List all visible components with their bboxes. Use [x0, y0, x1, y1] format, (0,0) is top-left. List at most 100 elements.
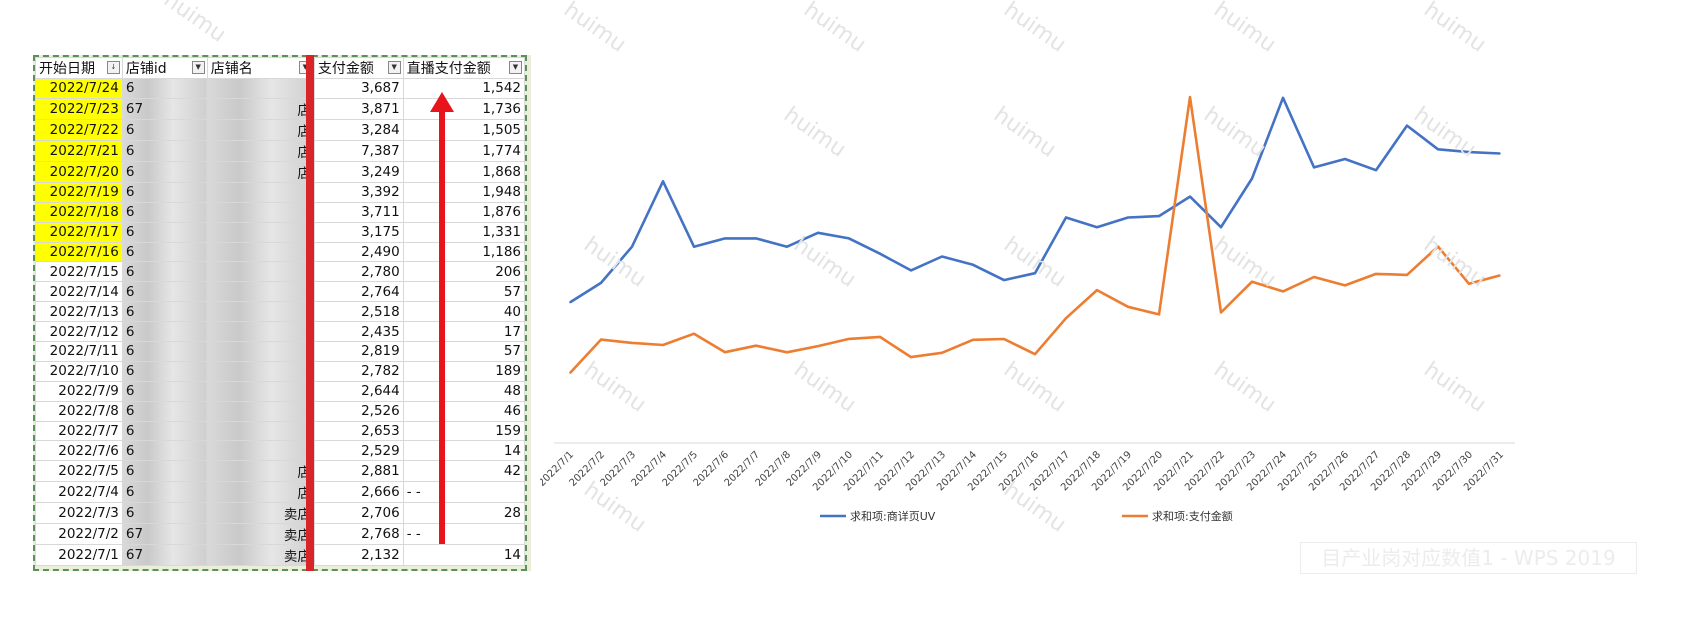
cell-date[interactable]: 2022/7/11: [35, 341, 123, 362]
cell-date[interactable]: 2022/7/6: [35, 440, 123, 462]
cell-pay-amount[interactable]: 2,518: [313, 301, 404, 323]
cell-shop-id[interactable]: 6: [121, 181, 208, 203]
cell-shop-id[interactable]: 6: [121, 460, 208, 483]
cell-live-pay-amount[interactable]: 14: [402, 544, 526, 567]
cell-shop-id[interactable]: 6: [121, 301, 208, 323]
cell-shop-id[interactable]: 6: [121, 481, 208, 504]
cell-pay-amount[interactable]: 2,653: [313, 420, 404, 442]
cell-pay-amount[interactable]: 2,768: [313, 523, 404, 546]
cell-date[interactable]: 2022/7/9: [35, 380, 123, 402]
cell-pay-amount[interactable]: 2,666: [313, 481, 404, 504]
cell-live-pay-amount[interactable]: 14: [402, 440, 526, 462]
cell-shop-name[interactable]: 卖店: [206, 544, 315, 567]
cell-shop-id[interactable]: 6: [121, 201, 208, 223]
cell-shop-id[interactable]: 6: [121, 78, 208, 99]
cell-live-pay-amount[interactable]: 1,948: [402, 181, 526, 203]
cell-date[interactable]: 2022/7/7: [35, 420, 123, 442]
cell-live-pay-amount[interactable]: 1,868: [402, 160, 526, 183]
cell-date[interactable]: 2022/7/22: [35, 118, 123, 141]
cell-pay-amount[interactable]: 2,644: [313, 380, 404, 402]
cell-date[interactable]: 2022/7/4: [35, 481, 123, 504]
cell-date[interactable]: 2022/7/10: [35, 360, 123, 382]
cell-shop-name[interactable]: 店: [206, 160, 315, 183]
cell-live-pay-amount[interactable]: 1,186: [402, 241, 526, 263]
cell-shop-name[interactable]: 店: [206, 139, 315, 162]
cell-shop-id[interactable]: 6: [121, 139, 208, 162]
cell-shop-id[interactable]: 6: [121, 321, 208, 343]
cell-pay-amount[interactable]: 2,490: [313, 241, 404, 263]
cell-live-pay-amount[interactable]: 57: [402, 341, 526, 362]
cell-live-pay-amount[interactable]: 1,876: [402, 201, 526, 223]
cell-live-pay-amount[interactable]: 1,331: [402, 221, 526, 243]
cell-shop-name[interactable]: [206, 281, 315, 303]
cell-shop-name[interactable]: [206, 201, 315, 223]
cell-pay-amount[interactable]: 2,132: [313, 544, 404, 567]
cell-date[interactable]: 2022/7/2: [35, 523, 123, 546]
cell-live-pay-amount[interactable]: 28: [402, 502, 526, 525]
cell-shop-id[interactable]: 67: [121, 97, 208, 120]
cell-live-pay-amount[interactable]: 1,736: [402, 97, 526, 120]
filter-dropdown-icon[interactable]: ▼: [191, 61, 205, 74]
cell-shop-name[interactable]: [206, 341, 315, 362]
cell-shop-name[interactable]: [206, 440, 315, 462]
cell-shop-name[interactable]: 卖店: [206, 523, 315, 546]
cell-date[interactable]: 2022/7/15: [35, 261, 123, 283]
cell-live-pay-amount[interactable]: 46: [402, 400, 526, 422]
cell-live-pay-amount[interactable]: 40: [402, 301, 526, 323]
cell-date[interactable]: 2022/7/14: [35, 281, 123, 303]
cell-shop-name[interactable]: [206, 78, 315, 99]
cell-shop-id[interactable]: 6: [121, 420, 208, 442]
cell-date[interactable]: 2022/7/13: [35, 301, 123, 323]
cell-pay-amount[interactable]: 3,249: [313, 160, 404, 183]
cell-date[interactable]: 2022/7/23: [35, 97, 123, 120]
cell-date[interactable]: 2022/7/18: [35, 201, 123, 223]
cell-live-pay-amount[interactable]: 42: [402, 460, 526, 483]
cell-live-pay-amount[interactable]: - -: [402, 523, 526, 546]
cell-date[interactable]: 2022/7/3: [35, 502, 123, 525]
cell-live-pay-amount[interactable]: 206: [402, 261, 526, 283]
cell-shop-id[interactable]: 6: [121, 281, 208, 303]
cell-date[interactable]: 2022/7/20: [35, 160, 123, 183]
cell-pay-amount[interactable]: 3,871: [313, 97, 404, 120]
cell-shop-name[interactable]: [206, 400, 315, 422]
header-pay-amount[interactable]: 支付金额 ▼: [313, 57, 404, 79]
cell-shop-id[interactable]: 6: [121, 400, 208, 422]
cell-pay-amount[interactable]: 3,711: [313, 201, 404, 223]
cell-pay-amount[interactable]: 2,764: [313, 281, 404, 303]
cell-shop-id[interactable]: 6: [121, 360, 208, 382]
header-live-pay-amount[interactable]: 直播支付金额 ▼: [402, 57, 526, 79]
cell-date[interactable]: 2022/7/24: [35, 78, 123, 99]
cell-shop-name[interactable]: 卖店: [206, 502, 315, 525]
cell-shop-id[interactable]: 67: [121, 523, 208, 546]
cell-pay-amount[interactable]: 2,526: [313, 400, 404, 422]
cell-shop-name[interactable]: [206, 181, 315, 203]
cell-pay-amount[interactable]: 2,780: [313, 261, 404, 283]
cell-shop-id[interactable]: 6: [121, 241, 208, 263]
cell-shop-id[interactable]: 67: [121, 544, 208, 567]
cell-live-pay-amount[interactable]: 1,542: [402, 78, 526, 99]
cell-shop-id[interactable]: 6: [121, 118, 208, 141]
cell-live-pay-amount[interactable]: 189: [402, 360, 526, 382]
filter-dropdown-icon[interactable]: ▼: [509, 61, 522, 74]
cell-pay-amount[interactable]: 3,284: [313, 118, 404, 141]
sort-icon[interactable]: ↓: [106, 61, 120, 74]
cell-live-pay-amount[interactable]: 17: [402, 321, 526, 343]
header-shop-id[interactable]: 店铺id ▼: [121, 57, 208, 79]
cell-shop-name[interactable]: [206, 321, 315, 343]
cell-pay-amount[interactable]: 3,175: [313, 221, 404, 243]
cell-shop-name[interactable]: 店: [206, 118, 315, 141]
cell-shop-id[interactable]: 6: [121, 341, 208, 362]
cell-date[interactable]: 2022/7/12: [35, 321, 123, 343]
cell-shop-id[interactable]: 6: [121, 502, 208, 525]
cell-shop-name[interactable]: 店: [206, 460, 315, 483]
cell-shop-name[interactable]: [206, 241, 315, 263]
cell-shop-name[interactable]: [206, 221, 315, 243]
cell-date[interactable]: 2022/7/5: [35, 460, 123, 483]
cell-date[interactable]: 2022/7/8: [35, 400, 123, 422]
cell-pay-amount[interactable]: 7,387: [313, 139, 404, 162]
cell-shop-name[interactable]: 店: [206, 481, 315, 504]
cell-shop-name[interactable]: [206, 380, 315, 402]
cell-shop-id[interactable]: 6: [121, 160, 208, 183]
cell-shop-name[interactable]: [206, 420, 315, 442]
cell-pay-amount[interactable]: 2,529: [313, 440, 404, 462]
